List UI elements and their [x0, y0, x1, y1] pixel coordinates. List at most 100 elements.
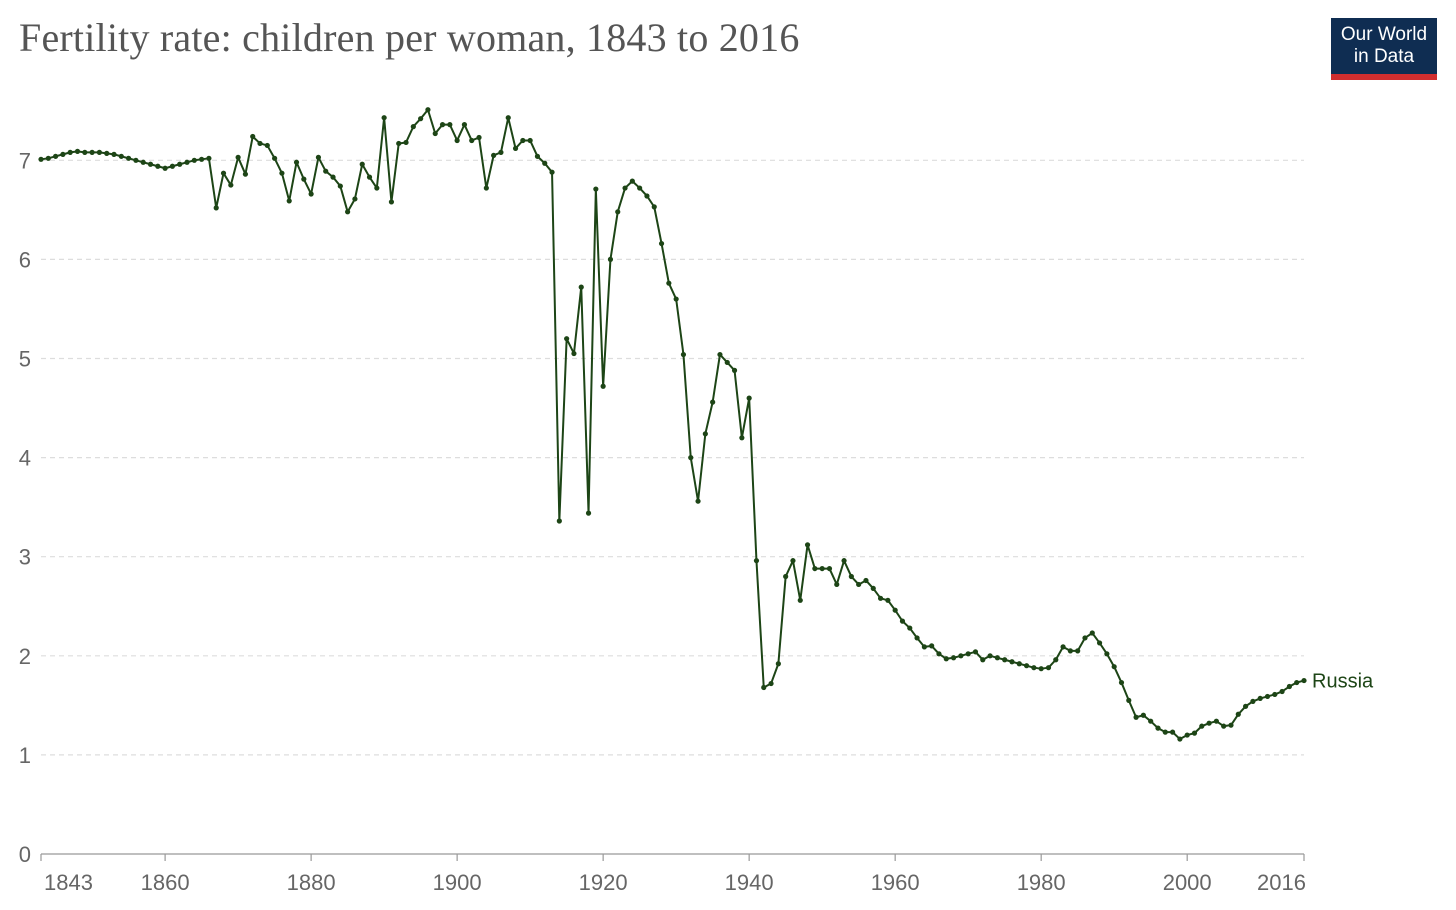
data-point-1991: [1118, 679, 1125, 686]
x-axis: [40, 853, 1305, 861]
data-point-1939: [739, 435, 745, 441]
data-point-1915: [564, 336, 570, 342]
data-point-1965: [929, 643, 935, 649]
data-point-2001: [1191, 730, 1198, 736]
data-point-1872: [250, 133, 256, 140]
data-point-1868: [220, 170, 227, 176]
data-point-1890: [381, 115, 387, 121]
data-point-1927: [651, 204, 657, 210]
data-point-1942: [761, 684, 767, 691]
data-point-1933: [695, 498, 701, 504]
data-point-1961: [899, 618, 906, 624]
data-point-1999: [1177, 736, 1183, 742]
data-point-1898: [439, 122, 446, 128]
x-tick-label-2016: 2016: [1257, 870, 1306, 895]
data-point-1960: [892, 607, 898, 613]
data-point-1930: [673, 296, 679, 302]
x-tick-label-1920: 1920: [579, 870, 628, 895]
x-tick-label-1960: 1960: [871, 870, 920, 895]
data-point-1857: [140, 159, 146, 165]
data-point-1877: [286, 198, 292, 204]
data-point-1891: [388, 199, 395, 205]
data-point-1894: [410, 124, 416, 130]
data-point-1869: [228, 182, 234, 188]
data-point-2004: [1213, 718, 1219, 724]
data-point-1958: [877, 595, 884, 601]
owid-logo[interactable]: Our World in Data: [1331, 18, 1437, 80]
data-point-1905: [491, 152, 497, 158]
data-point-1843: [38, 156, 44, 162]
data-point-1966: [936, 651, 942, 657]
data-point-1973: [987, 653, 993, 659]
data-point-1990: [1111, 664, 1117, 670]
data-point-1971: [972, 649, 979, 655]
data-point-1864: [191, 157, 197, 163]
data-point-1889: [374, 185, 380, 191]
data-point-1910: [527, 137, 533, 144]
data-point-1985: [1075, 648, 1081, 654]
data-point-1931: [680, 351, 687, 358]
data-point-1861: [169, 163, 176, 169]
data-point-1866: [206, 155, 212, 161]
data-point-1955: [856, 581, 862, 588]
x-axis-labels: 1843 1860 1880 1900 1920 1940 1960 1980 2000 2016: [44, 870, 1306, 895]
data-point-2011: [1264, 693, 1271, 700]
data-point-1853: [111, 151, 117, 157]
data-point-1959: [885, 597, 891, 603]
data-point-1876: [279, 170, 285, 176]
data-point-1848: [74, 148, 81, 154]
data-point-1924: [629, 178, 635, 184]
data-point-1846: [60, 151, 66, 157]
data-point-1986: [1082, 635, 1088, 641]
data-point-1845: [53, 153, 59, 159]
data-point-1937: [724, 359, 730, 366]
data-point-1995: [1148, 718, 1154, 724]
data-point-1862: [177, 161, 183, 167]
x-tick-label-1843: 1843: [44, 870, 93, 895]
data-point-1849: [82, 149, 88, 155]
data-point-2002: [1199, 723, 1205, 729]
data-point-1954: [848, 573, 854, 580]
data-point-1874: [264, 142, 270, 149]
series-label-russia: Russia: [1312, 671, 1374, 693]
data-point-1865: [199, 156, 205, 162]
data-point-1949: [812, 565, 818, 572]
data-point-1893: [403, 139, 409, 146]
data-point-2016: [1301, 677, 1307, 684]
data-point-1901: [461, 122, 468, 128]
data-point-1957: [870, 585, 876, 592]
data-point-1970: [965, 651, 971, 657]
data-point-1953: [841, 558, 847, 564]
chart-title: Fertility rate: children per woman, 1843…: [19, 15, 800, 60]
data-point-1909: [520, 137, 526, 144]
data-point-1918: [585, 510, 592, 516]
x-tick-label-1900: 1900: [433, 870, 482, 895]
data-point-1850: [89, 149, 95, 155]
data-point-1921: [607, 256, 614, 262]
data-point-1938: [731, 367, 738, 373]
data-point-2009: [1250, 698, 1256, 704]
data-point-1925: [637, 185, 643, 191]
data-point-1855: [126, 155, 132, 161]
data-point-1972: [980, 657, 986, 663]
data-point-1993: [1133, 714, 1139, 720]
data-point-1858: [147, 161, 154, 167]
data-point-1928: [658, 240, 665, 247]
data-point-1911: [534, 153, 541, 159]
data-point-2003: [1206, 720, 1212, 726]
data-point-1903: [476, 134, 482, 141]
data-point-1943: [768, 680, 774, 687]
data-point-2013: [1279, 688, 1285, 695]
data-point-1919: [593, 186, 599, 192]
data-point-1880: [308, 191, 314, 197]
data-point-1940: [746, 395, 752, 401]
grid-lines: [41, 159, 1304, 756]
data-point-2008: [1243, 703, 1249, 709]
data-point-1997: [1162, 729, 1168, 735]
data-point-1885: [345, 209, 351, 215]
x-tick-label-1860: 1860: [141, 870, 190, 895]
data-point-1948: [804, 542, 811, 548]
data-point-1932: [688, 455, 694, 461]
data-point-1881: [315, 154, 322, 160]
